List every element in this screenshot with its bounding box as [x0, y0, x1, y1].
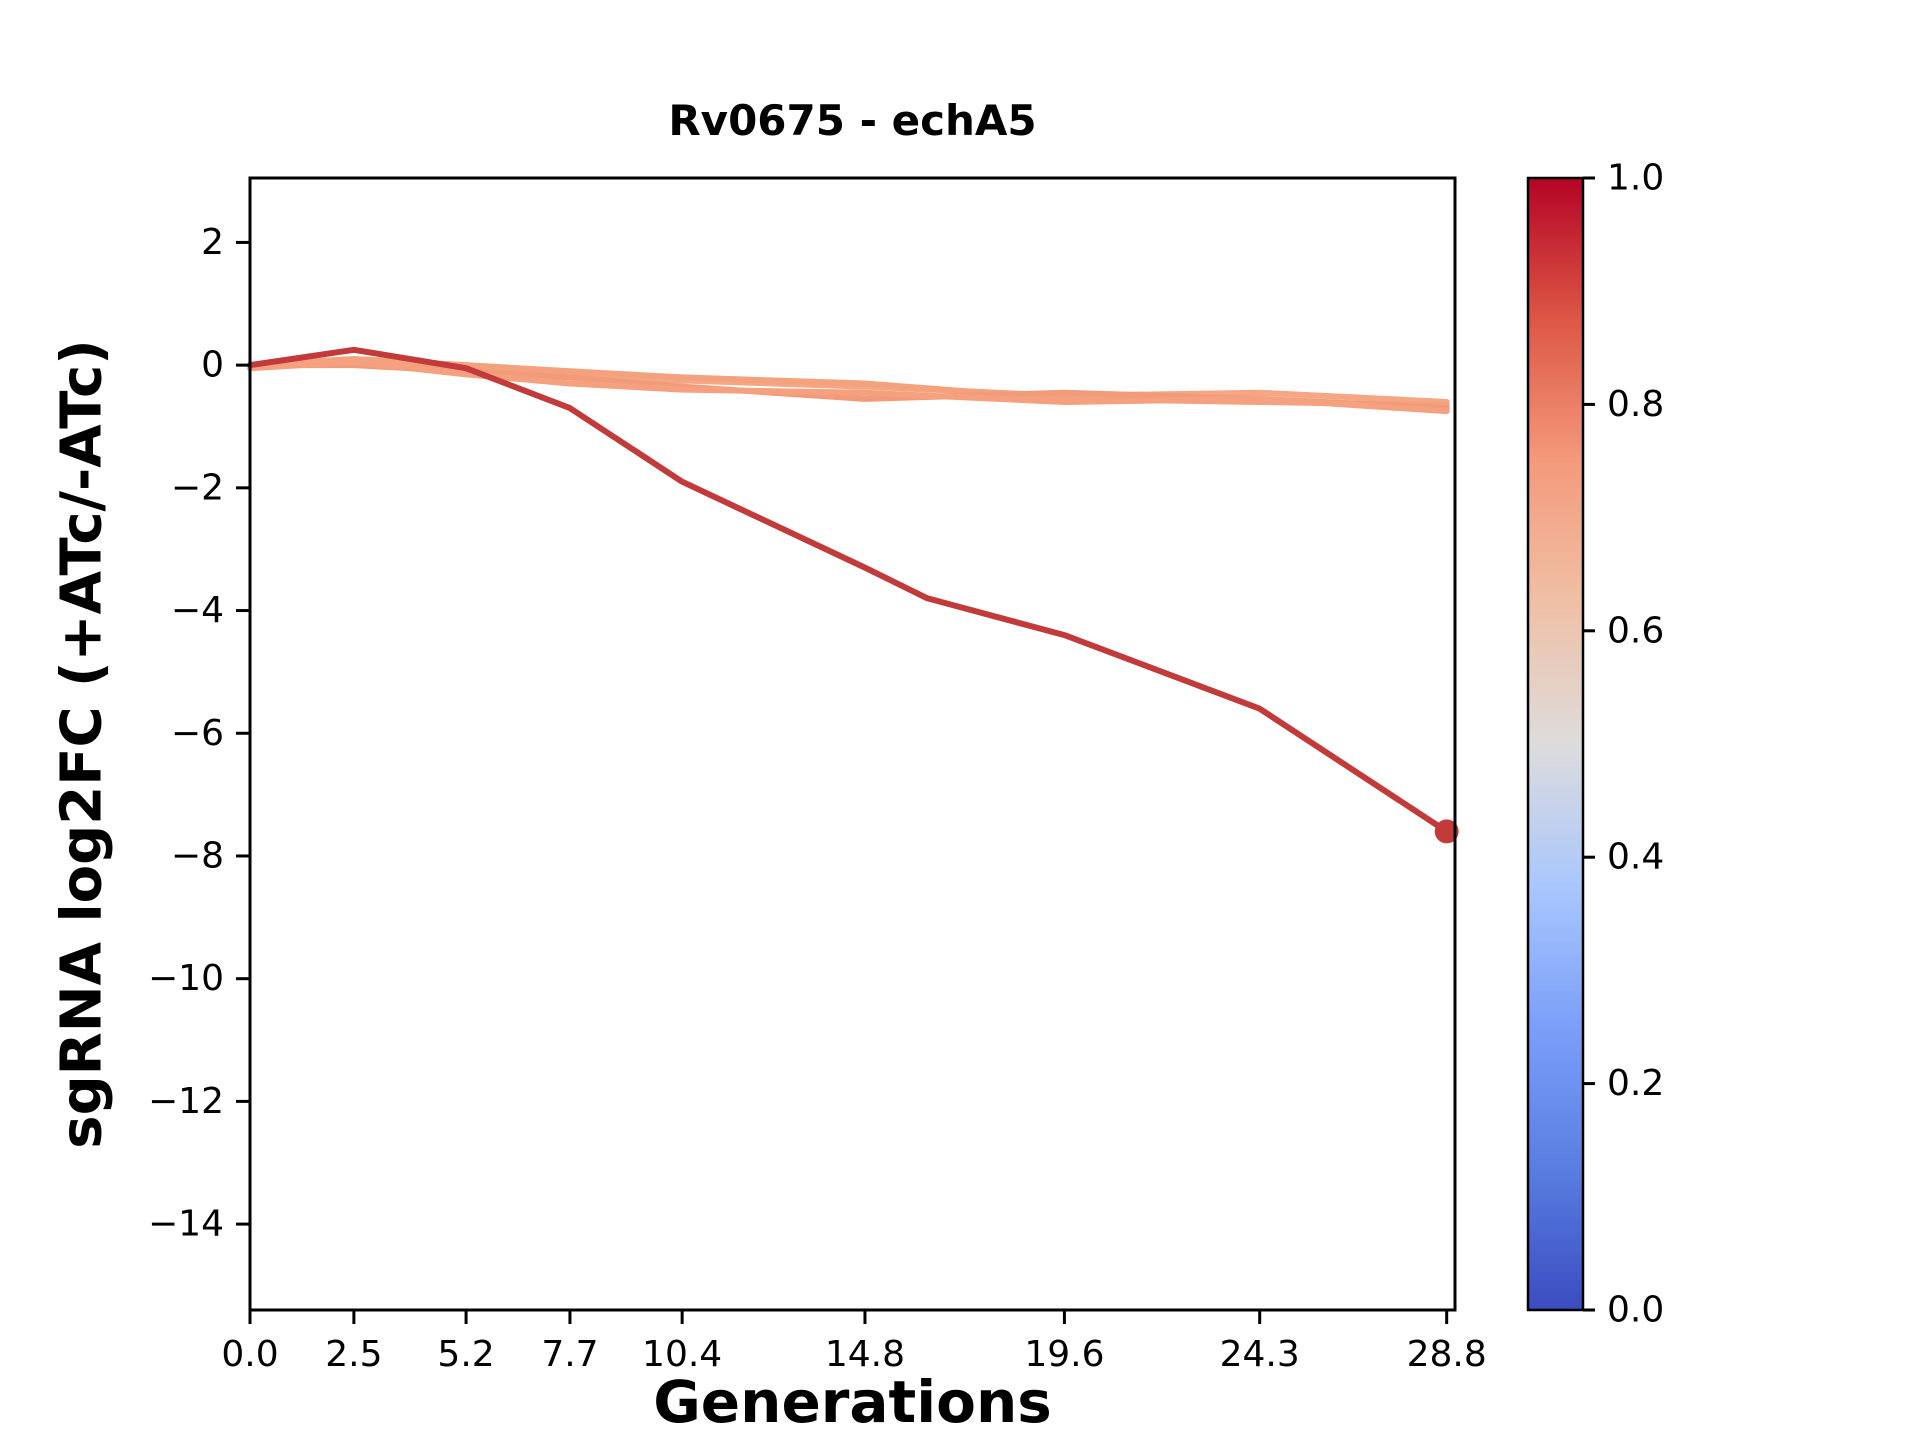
y-tick-label: 2 — [201, 222, 224, 263]
colorbar-tick-label: 1.0 — [1607, 158, 1664, 199]
y-axis-label: sgRNA log2FC (+ATc/-ATc) — [49, 339, 115, 1149]
colorbar-tick-label: 0.8 — [1607, 384, 1664, 425]
chart-title: Rv0675 - echA5 — [668, 96, 1037, 145]
colorbar-tick-label: 0.2 — [1607, 1063, 1664, 1104]
colorbar-tick-label: 0.4 — [1607, 837, 1664, 878]
colorbar-tick-label: 0.0 — [1607, 1290, 1664, 1331]
colorbar-bar — [1526, 176, 1585, 1312]
x-tick-label: 14.8 — [825, 1334, 905, 1375]
colorbar-tick-label: 0.6 — [1607, 610, 1664, 651]
series-end-marker — [1434, 819, 1459, 844]
x-tick-label: 10.4 — [642, 1334, 722, 1375]
y-tick-label: −4 — [171, 590, 224, 631]
x-tick-label: 19.6 — [1024, 1334, 1104, 1375]
plot-border — [248, 176, 1457, 1312]
y-tick-label: −8 — [171, 835, 224, 876]
series-line-series-4 — [247, 359, 1450, 415]
y-tick-label: −14 — [148, 1204, 224, 1245]
x-tick-label: 2.5 — [325, 1334, 382, 1375]
x-axis-label: Generations — [653, 1368, 1052, 1436]
x-tick-label: 28.8 — [1407, 1334, 1487, 1375]
x-tick-label: 7.7 — [541, 1334, 598, 1375]
y-tick-label: −12 — [148, 1081, 224, 1122]
x-tick-label: 5.2 — [437, 1334, 494, 1375]
y-tick-label: −2 — [171, 467, 224, 508]
y-tick-label: 0 — [201, 345, 224, 386]
y-tick-label: −10 — [148, 958, 224, 999]
y-tick-label: −6 — [171, 713, 224, 754]
x-tick-label: 0.0 — [221, 1334, 278, 1375]
x-tick-label: 24.3 — [1220, 1334, 1300, 1375]
series-line-series-5 — [247, 346, 1450, 835]
